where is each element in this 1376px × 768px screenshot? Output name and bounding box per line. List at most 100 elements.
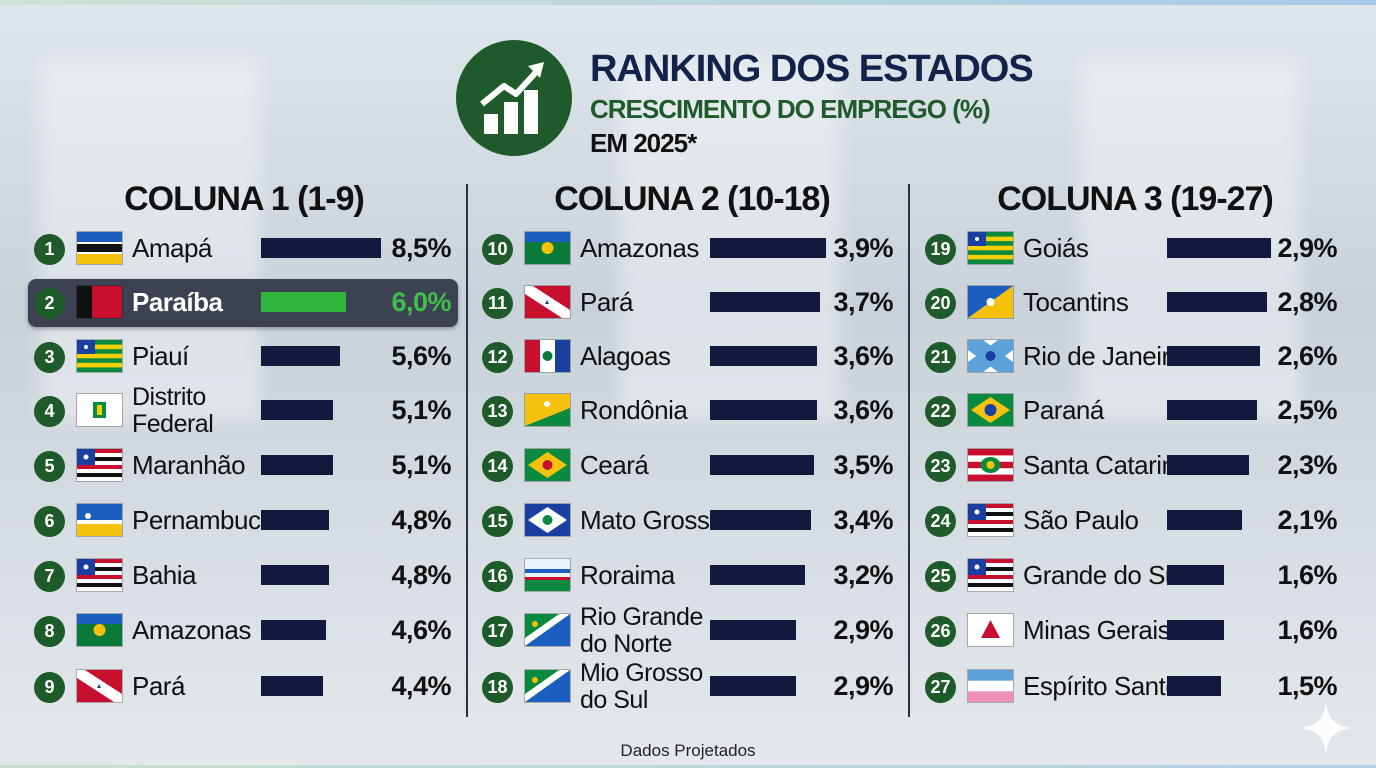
state-flag-icon xyxy=(525,394,570,426)
value-bar xyxy=(261,455,333,475)
value-label: 5,1% xyxy=(391,395,451,425)
value-label: 2,5% xyxy=(1277,395,1337,425)
value-bar xyxy=(710,510,811,530)
rank-badge: 14 xyxy=(482,451,513,482)
ranking-row: 22 Paraná 2,5% xyxy=(925,390,1349,438)
ranking-row: 3 Piauí 5,6% xyxy=(34,336,458,384)
value-bar xyxy=(261,400,333,420)
state-name: Amazonas xyxy=(132,615,251,645)
rank-badge: 2 xyxy=(34,288,65,319)
rank-badge: 8 xyxy=(34,616,65,647)
period-label: EM 2025* xyxy=(590,128,697,158)
column-title: COLUNA 3 (19-27) xyxy=(997,180,1274,218)
state-flag-icon xyxy=(525,504,570,536)
state-name: Roraima xyxy=(580,560,675,590)
state-flag-icon xyxy=(968,670,1013,702)
value-label: 2,9% xyxy=(833,615,893,645)
state-flag-icon xyxy=(77,504,122,536)
state-name: Mio Grosso do Sul xyxy=(580,659,703,714)
ranking-row: 21 Rio de Janeiro 2,6% xyxy=(925,336,1349,384)
value-bar xyxy=(1167,565,1224,585)
state-name: Ceará xyxy=(580,450,649,480)
rank-badge: 13 xyxy=(482,396,513,427)
header: RANKING DOS ESTADOS CRESCIMENTO DO EMPRE… xyxy=(456,40,1034,158)
state-name: Goiás xyxy=(1023,233,1089,263)
state-name: Paraíba xyxy=(132,287,223,317)
state-flag-icon xyxy=(968,340,1013,372)
value-bar xyxy=(710,565,805,585)
value-label: 6,0% xyxy=(391,287,451,317)
state-name: Rio de Janeiro xyxy=(1023,341,1184,371)
state-flag-icon xyxy=(525,559,570,591)
rank-badge: 21 xyxy=(925,342,956,373)
state-name: Pernambuco xyxy=(132,505,275,535)
rank-badge: 5 xyxy=(34,451,65,482)
value-bar xyxy=(710,620,796,640)
value-bar xyxy=(1167,510,1242,530)
ranking-row: 23 Santa Catarina 2,3% xyxy=(925,445,1349,493)
rank-badge: 3 xyxy=(34,342,65,373)
value-label: 4,6% xyxy=(391,615,451,645)
page-title: RANKING DOS ESTADOS xyxy=(590,48,1034,90)
value-bar xyxy=(1167,676,1221,696)
value-label: 8,5% xyxy=(391,233,451,263)
state-name: Rondônia xyxy=(580,395,688,425)
value-bar xyxy=(710,238,826,258)
rank-badge: 17 xyxy=(482,616,513,647)
rank-badge: 7 xyxy=(34,561,65,592)
state-flag-icon xyxy=(525,286,570,318)
state-name: Pará xyxy=(580,287,633,317)
rank-badge: 1 xyxy=(34,234,65,265)
state-name: Maranhão xyxy=(132,450,246,480)
ranking-row: 1 Amapá 8,5% xyxy=(34,228,458,276)
value-label: 3,2% xyxy=(833,560,893,590)
value-bar xyxy=(1167,455,1249,475)
ranking-row: 11 Pará 3,7% xyxy=(482,282,906,330)
state-flag-icon xyxy=(525,232,570,264)
value-label: 2,8% xyxy=(1277,287,1337,317)
state-flag-icon xyxy=(968,504,1013,536)
value-bar xyxy=(261,676,323,696)
value-label: 2,1% xyxy=(1277,505,1337,535)
state-name: Distrito Federal xyxy=(132,383,214,438)
ranking-row: 24 São Paulo 2,1% xyxy=(925,500,1349,548)
state-flag-icon xyxy=(77,340,122,372)
rank-badge: 4 xyxy=(34,396,65,427)
background-window xyxy=(40,60,260,420)
rank-badge: 23 xyxy=(925,451,956,482)
state-flag-icon xyxy=(77,286,122,318)
value-label: 3,6% xyxy=(833,341,893,371)
state-name: São Paulo xyxy=(1023,505,1139,535)
state-flag-icon xyxy=(525,614,570,646)
state-name: Amazonas xyxy=(580,233,699,263)
state-name: Rio Grande do Norte xyxy=(580,603,703,658)
rank-badge: 24 xyxy=(925,506,956,537)
state-name: Paraná xyxy=(1023,395,1104,425)
value-bar xyxy=(710,346,817,366)
ranking-row: 15 Mato Grosso 3,4% xyxy=(482,500,906,548)
rank-badge: 20 xyxy=(925,288,956,319)
state-name: Santa Catarina xyxy=(1023,450,1190,480)
state-flag-icon xyxy=(525,449,570,481)
value-label: 2,3% xyxy=(1277,450,1337,480)
state-flag-icon xyxy=(77,614,122,646)
state-name: Bahia xyxy=(132,560,197,590)
ranking-row: 19 Goiás 2,9% xyxy=(925,228,1349,276)
state-flag-icon xyxy=(968,614,1013,646)
value-bar xyxy=(261,620,326,640)
value-label: 3,5% xyxy=(833,450,893,480)
ranking-row: 18 Mio Grosso do Sul 2,9% xyxy=(482,660,906,714)
state-name: Piauí xyxy=(132,341,189,371)
value-label: 5,1% xyxy=(391,450,451,480)
value-label: 1,6% xyxy=(1277,560,1337,590)
sparkle-icon xyxy=(1300,702,1352,754)
rank-badge: 25 xyxy=(925,561,956,592)
ranking-row: 5 Maranhão 5,1% xyxy=(34,445,458,493)
value-bar xyxy=(1167,238,1271,258)
rank-badge: 9 xyxy=(34,672,65,703)
ranking-row: 27 Espírito Santo 1,5% xyxy=(925,666,1349,714)
column-divider xyxy=(908,184,910,717)
rank-badge: 10 xyxy=(482,234,513,265)
rank-badge: 19 xyxy=(925,234,956,265)
state-flag-icon xyxy=(77,670,122,702)
